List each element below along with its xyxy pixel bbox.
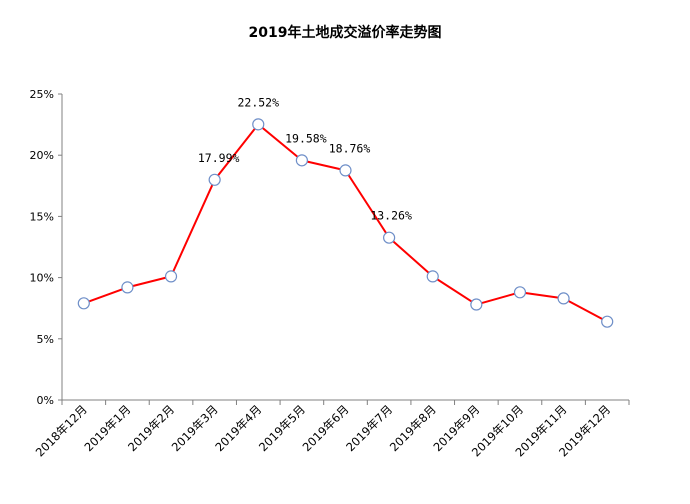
data-point bbox=[339, 164, 352, 177]
x-tick-label: 2019年2月 bbox=[125, 402, 177, 454]
x-tick-label: 2019年8月 bbox=[387, 402, 439, 454]
data-labels: 17.99% 22.52% 19.58%18.76% 13.26% bbox=[198, 95, 412, 222]
data-point bbox=[295, 154, 308, 167]
y-tick-label: 0% bbox=[37, 394, 54, 407]
data-point bbox=[77, 297, 90, 310]
data-point bbox=[164, 270, 178, 283]
data-label: 18.76% bbox=[329, 141, 371, 155]
data-point bbox=[601, 315, 614, 328]
data-point bbox=[557, 292, 570, 305]
x-axis-ticks: 2018年12月2019年1月2019年2月2019年3月2019年4月2019… bbox=[33, 400, 630, 459]
y-tick-label: 20% bbox=[30, 149, 54, 162]
data-point bbox=[208, 173, 221, 186]
x-tick-label: 2019年7月 bbox=[343, 402, 395, 454]
data-point bbox=[513, 286, 527, 299]
series-group bbox=[77, 118, 614, 328]
x-tick-label: 2018年12月 bbox=[33, 402, 90, 459]
y-axis-ticks: 0% 5% 10% 15% 20% 25% bbox=[30, 88, 62, 407]
y-tick-label: 15% bbox=[30, 210, 54, 223]
chart-title: 2019年土地成交溢价率走势图 bbox=[249, 24, 442, 41]
data-label: 22.52% bbox=[237, 95, 279, 109]
x-tick-label: 2019年5月 bbox=[256, 402, 308, 454]
x-tick-label: 2019年4月 bbox=[212, 402, 264, 454]
x-tick-label: 2019年6月 bbox=[300, 402, 352, 454]
data-label: 17.99% bbox=[198, 151, 240, 165]
y-tick-label: 10% bbox=[30, 272, 54, 285]
data-point bbox=[121, 281, 134, 294]
y-tick-label: 25% bbox=[30, 88, 54, 101]
y-tick-label: 5% bbox=[37, 333, 54, 346]
axes bbox=[61, 94, 629, 401]
data-point bbox=[252, 118, 265, 131]
data-label: 19.58% bbox=[285, 131, 327, 145]
data-point bbox=[383, 231, 396, 244]
x-tick-label: 2019年1月 bbox=[82, 402, 134, 454]
x-tick-label: 2019年3月 bbox=[169, 402, 221, 454]
data-label: 13.26% bbox=[370, 209, 412, 223]
data-point bbox=[426, 270, 439, 283]
data-point bbox=[470, 298, 483, 311]
